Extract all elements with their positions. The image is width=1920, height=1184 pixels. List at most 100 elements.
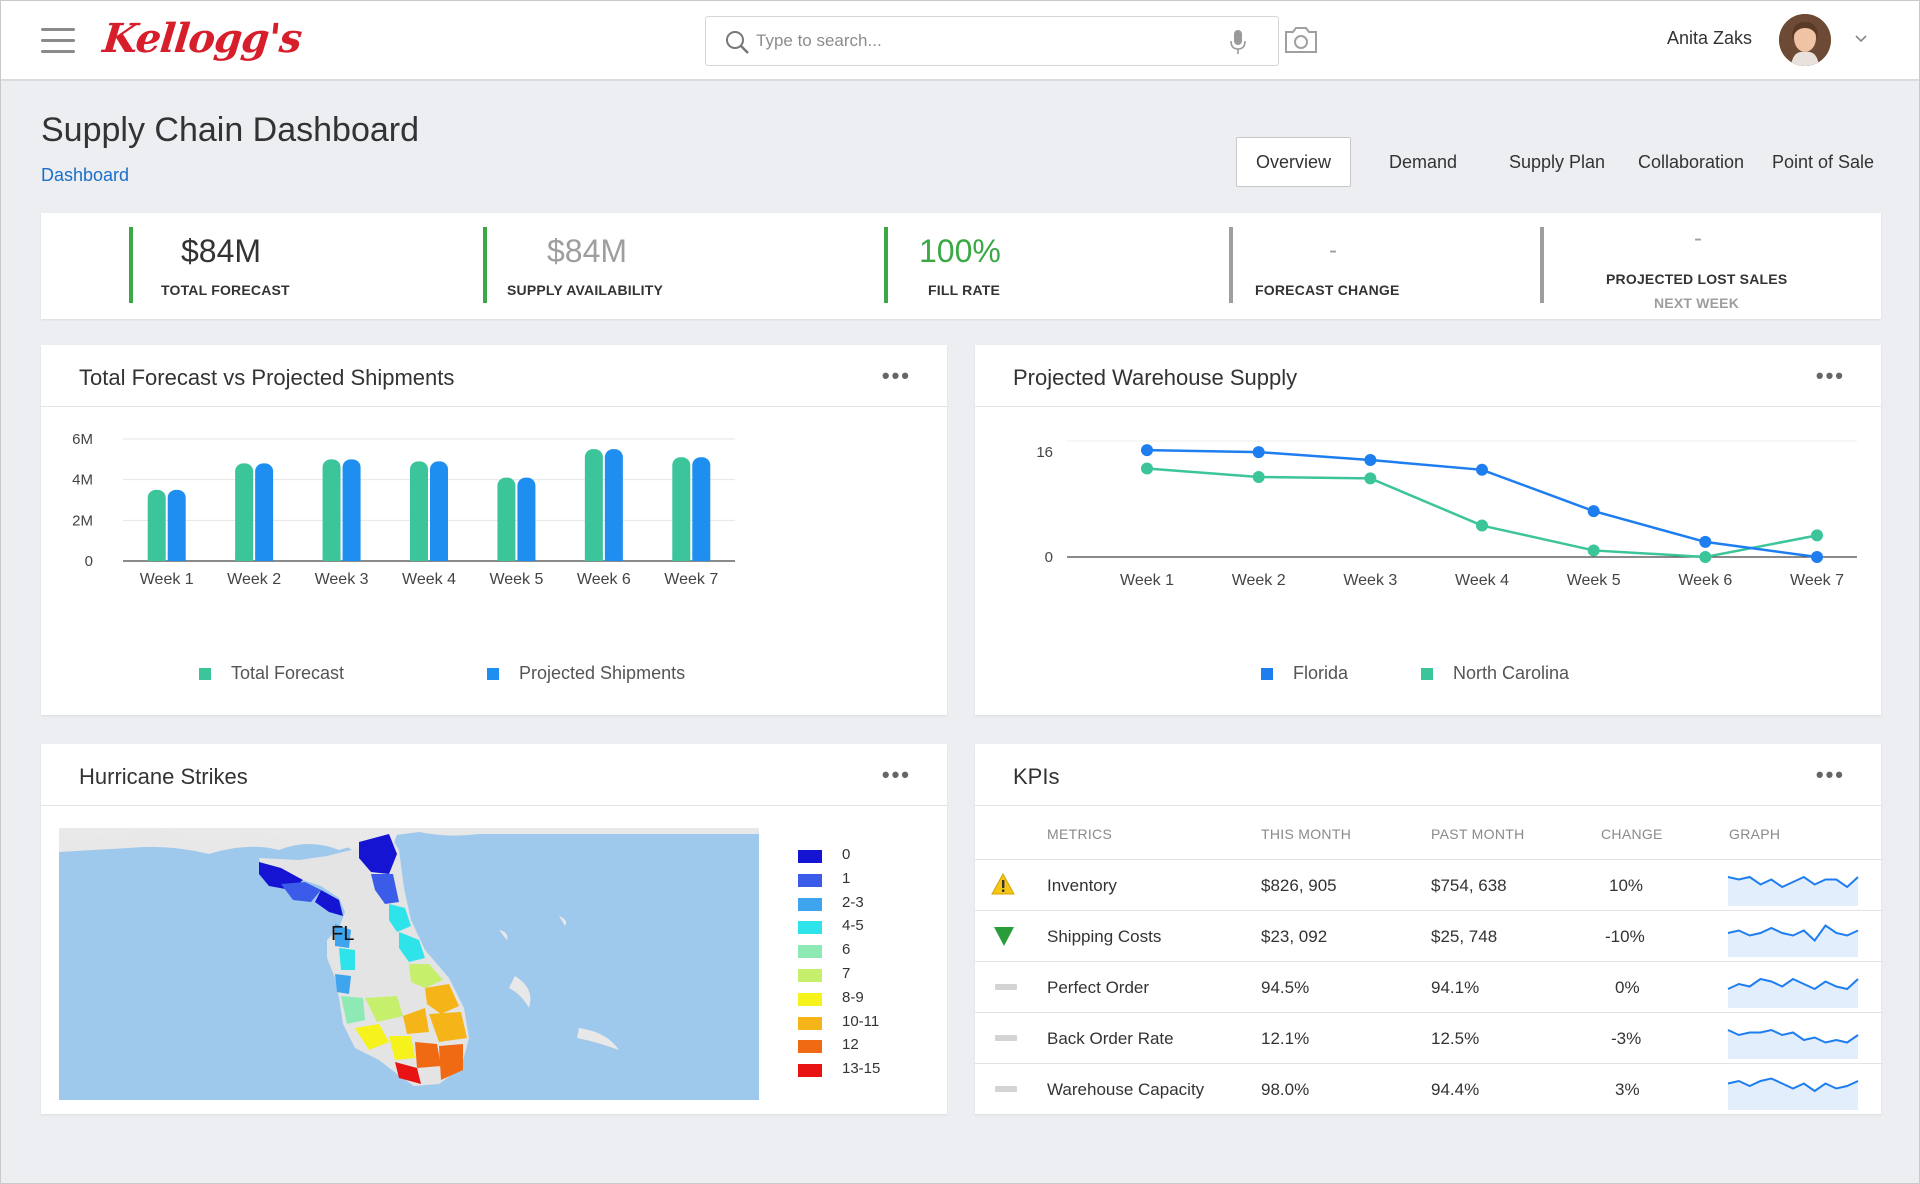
change-value: 0%	[1615, 978, 1640, 997]
sparkline-line	[1727, 875, 1859, 889]
column-header-past-month[interactable]: PAST MONTH	[1431, 826, 1525, 842]
data-point	[1141, 462, 1153, 475]
bar-projected-shipments	[517, 477, 536, 561]
y-tick-label: 16	[1036, 444, 1053, 461]
bar-total-forecast	[410, 461, 428, 561]
bar-total-forecast	[672, 457, 691, 561]
y-tick-label: 4M	[72, 472, 93, 489]
data-point	[1587, 505, 1600, 518]
past-month-value: $25, 748	[1431, 927, 1498, 946]
x-tick-label: Week 4	[402, 571, 456, 588]
legend-label: 4-5	[842, 917, 864, 935]
past-month-value: 94.1%	[1431, 978, 1480, 997]
microphone-icon[interactable]	[1230, 29, 1246, 55]
more-options-icon[interactable]: •••	[881, 363, 911, 388]
bar-total-forecast	[322, 459, 341, 561]
x-tick-label: Week 3	[315, 571, 369, 588]
column-header-metrics[interactable]: METRICS	[1047, 826, 1113, 842]
x-tick-label: Week 5	[489, 571, 543, 588]
sparkline-line	[1727, 1028, 1859, 1044]
bar-projected-shipments	[430, 461, 448, 561]
legend-label: 2-3	[842, 893, 864, 911]
bar-base	[167, 553, 186, 561]
kpi-total-forecast[interactable]: $84M TOTAL FORECAST	[129, 227, 429, 303]
bar-projected-shipments	[167, 489, 186, 561]
hurricane-map[interactable]: FL	[59, 828, 759, 1100]
tab-point-of-sale[interactable]: Point of Sale	[1771, 152, 1875, 172]
chevron-down-icon[interactable]	[1854, 33, 1868, 43]
legend-label: 12	[842, 1036, 859, 1054]
bar-base	[692, 553, 711, 561]
breadcrumb[interactable]: Dashboard	[41, 165, 130, 185]
kpi-label: SUPPLY AVAILABILITY	[507, 282, 664, 298]
tab-supply-plan[interactable]: Supply Plan	[1508, 152, 1606, 172]
kpi-fill-rate[interactable]: 100% FILL RATE	[884, 227, 1184, 303]
panel-header: KPIs •••	[975, 744, 1881, 806]
this-month-value: $23, 092	[1261, 927, 1328, 946]
more-options-icon[interactable]: •••	[1815, 363, 1845, 388]
this-month-value: 94.5%	[1261, 978, 1310, 997]
column-header-graph[interactable]: GRAPH	[1729, 826, 1781, 842]
tab-demand[interactable]: Demand	[1388, 152, 1458, 172]
legend-projected-shipments[interactable]: Projected Shipments	[519, 663, 686, 683]
camera-icon[interactable]	[1283, 25, 1319, 55]
table-row[interactable]: Warehouse Capacity 98.0% 94.4% 3%	[975, 1063, 1883, 1114]
more-options-icon[interactable]: •••	[1815, 762, 1845, 787]
kpi-projected-lost-sales[interactable]: - PROJECTED LOST SALES NEXT WEEK	[1540, 225, 1870, 311]
hamburger-menu-icon[interactable]	[41, 28, 75, 54]
legend-label: 8-9	[842, 988, 864, 1006]
warning-icon	[991, 873, 1015, 895]
sparkline-line	[1727, 924, 1859, 942]
search-input[interactable]	[756, 17, 1196, 65]
y-tick-label: 0	[1045, 549, 1053, 566]
bar-projected-shipments	[692, 457, 711, 561]
table-row[interactable]: Inventory $826, 905 $754, 638 10%	[975, 859, 1883, 910]
panel-kpis: KPIs ••• METRICS THIS MONTH PAST MONTH C…	[975, 744, 1883, 1114]
map-legend: 0 1 2-3 4-5 6 7 8-9 10-11 12 13-15	[798, 846, 918, 1088]
legend-label: 1	[842, 869, 851, 887]
column-header-change[interactable]: CHANGE	[1601, 826, 1663, 842]
legend-label: 10-11	[842, 1012, 880, 1030]
metric-name: Back Order Rate	[1047, 1029, 1174, 1048]
neutral-dash-icon	[995, 1086, 1017, 1092]
table-row[interactable]: Perfect Order 94.5% 94.1% 0%	[975, 961, 1883, 1012]
legend-swatch	[798, 897, 822, 911]
change-value: -10%	[1605, 927, 1645, 946]
kpi-value: $84M	[547, 233, 628, 269]
kpi-forecast-change[interactable]: - FORECAST CHANGE	[1229, 227, 1529, 303]
more-options-icon[interactable]: •••	[881, 762, 911, 787]
sparkline-area	[1728, 925, 1858, 957]
user-name[interactable]: Anita Zaks	[1667, 28, 1753, 48]
table-row[interactable]: Back Order Rate 12.1% 12.5% -3%	[975, 1012, 1883, 1063]
sparkline-area	[1728, 1078, 1858, 1110]
tab-overview[interactable]: Overview	[1236, 137, 1351, 187]
kpi-value: -	[1694, 225, 1702, 252]
tab-collaboration[interactable]: Collaboration	[1637, 152, 1745, 172]
table-row[interactable]: Shipping Costs $23, 092 $25, 748 -10%	[975, 910, 1883, 961]
legend-swatch-north-carolina	[1421, 668, 1433, 680]
column-header-this-month[interactable]: THIS MONTH	[1261, 826, 1352, 842]
legend-swatch-projected-shipments	[487, 668, 499, 680]
panel-title: Projected Warehouse Supply	[1013, 365, 1298, 390]
data-point	[1252, 446, 1265, 459]
bar-base	[604, 553, 623, 561]
metric-name: Shipping Costs	[1047, 927, 1162, 946]
sparkline	[1727, 924, 1859, 957]
x-tick-label: Week 1	[1120, 572, 1174, 589]
legend-swatch	[798, 1064, 822, 1078]
legend-label: 6	[842, 941, 851, 959]
legend-total-forecast[interactable]: Total Forecast	[231, 663, 345, 683]
x-tick-label: Week 6	[1678, 572, 1732, 589]
legend-florida[interactable]: Florida	[1293, 663, 1349, 683]
search-box[interactable]	[705, 16, 1279, 66]
avatar[interactable]	[1779, 14, 1831, 66]
panel-hurricane-strikes: Hurricane Strikes •••	[41, 744, 947, 1114]
legend-label: 0	[842, 846, 851, 863]
kpi-supply-availability[interactable]: $84M SUPPLY AVAILABILITY	[483, 227, 783, 303]
data-point	[1476, 519, 1488, 532]
legend-north-carolina[interactable]: North Carolina	[1453, 663, 1570, 683]
page-title: Supply Chain Dashboard	[41, 111, 420, 149]
legend-swatch	[798, 1016, 822, 1030]
legend-swatch-total-forecast	[199, 668, 211, 680]
brand-logo[interactable]: Kellogg's	[100, 15, 304, 62]
